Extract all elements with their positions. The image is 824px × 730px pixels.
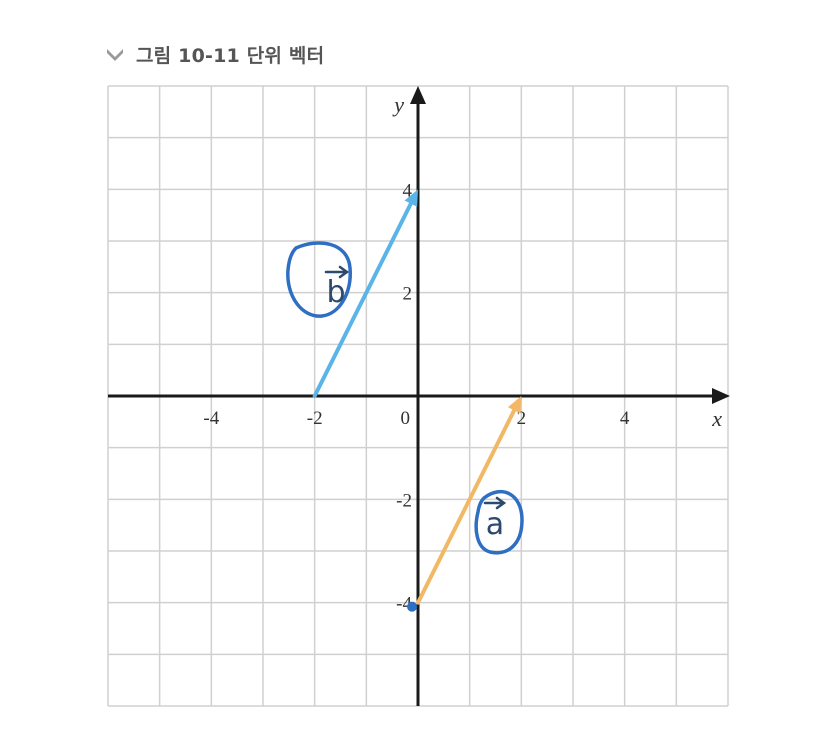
y-axis-label: y xyxy=(392,92,404,117)
origin-label: 0 xyxy=(401,408,411,429)
start-point-dot xyxy=(407,601,417,612)
y-tick-label: -2 xyxy=(396,490,412,511)
circle-around-a xyxy=(474,489,524,555)
label-vector-a: a xyxy=(486,507,504,542)
chevron-down-icon[interactable] xyxy=(104,43,126,65)
y-tick-label: 4 xyxy=(403,180,413,201)
vector-b-shaft xyxy=(312,201,413,398)
y-tick-label: 2 xyxy=(403,284,413,305)
x-axis-label: x xyxy=(711,406,722,431)
y-axis-arrowhead xyxy=(410,86,426,104)
x-axis-arrowhead xyxy=(712,388,730,404)
vector-b-arrowhead xyxy=(404,189,418,207)
x-tick-label: -4 xyxy=(203,408,219,429)
vectors xyxy=(312,189,522,605)
tick-labels: -4 -2 2 442-2-40 xy xyxy=(203,92,722,615)
vector-a-arrowhead xyxy=(507,396,522,414)
x-tick-label: 2 xyxy=(517,408,527,429)
circle-around-b xyxy=(286,241,352,318)
vector-arrow-over-a xyxy=(483,496,507,510)
vector-a-shaft xyxy=(416,408,517,605)
x-tick-label: -2 xyxy=(307,408,323,429)
axes xyxy=(108,86,730,706)
label-vector-b: b xyxy=(326,275,345,310)
figure-title: 그림 10-11 단위 벡터 xyxy=(136,44,325,67)
vector-arrow-over-b xyxy=(324,265,350,279)
x-tick-label: 4 xyxy=(620,408,630,429)
figure-caption: 그림 10-11 단위 벡터 xyxy=(104,40,324,68)
handwritten-annotations: ba xyxy=(286,241,524,612)
